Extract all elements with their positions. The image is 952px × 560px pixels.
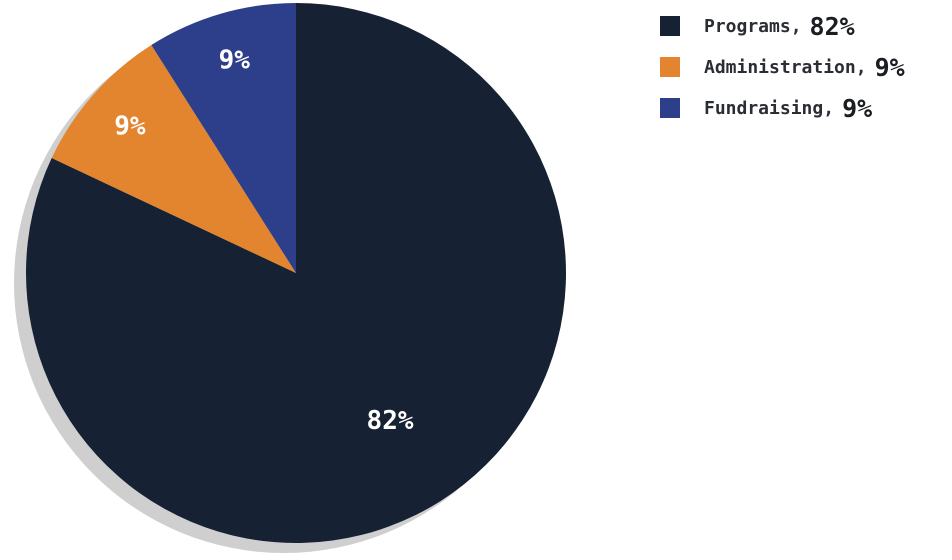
legend-swatch-programs xyxy=(660,16,680,36)
pie-slice-fundraising[interactable] xyxy=(151,3,296,273)
pie-labels: 82% 9% 9% xyxy=(114,45,414,436)
legend-separator: , xyxy=(823,97,835,119)
legend-value-administration: 9% xyxy=(874,52,905,82)
legend-swatch-administration xyxy=(660,57,680,77)
legend-value-programs: 82% xyxy=(809,11,855,41)
legend-label-programs: Programs xyxy=(704,15,791,37)
pie-label-programs: 82% xyxy=(367,406,414,436)
legend-separator: , xyxy=(855,56,867,78)
pie-slices xyxy=(25,3,566,543)
legend-separator: , xyxy=(790,15,802,37)
legend-label-fundraising: Fundraising xyxy=(704,97,824,119)
legend-item-programs[interactable]: Programs, 82% xyxy=(660,11,905,41)
pie-chart: 82% 9% 9% xyxy=(14,3,566,553)
pie-label-administration: 9% xyxy=(114,112,146,142)
legend: Programs, 82% Administration, 9% Fundraisi… xyxy=(660,12,905,135)
legend-label-administration: Administration xyxy=(704,56,856,78)
pie-label-fundraising: 9% xyxy=(219,45,251,75)
legend-value-fundraising: 9% xyxy=(842,93,873,123)
legend-item-fundraising[interactable]: Fundraising, 9% xyxy=(660,93,905,123)
pie-slice-administration[interactable] xyxy=(51,45,296,273)
legend-swatch-fundraising xyxy=(660,98,680,118)
legend-item-administration[interactable]: Administration, 9% xyxy=(660,52,905,82)
